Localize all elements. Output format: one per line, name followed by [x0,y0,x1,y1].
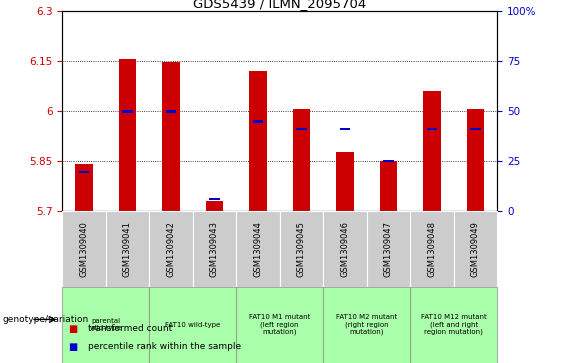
Text: transformed count: transformed count [88,324,172,333]
Bar [467,109,484,211]
Bar [470,128,481,130]
Bar [62,211,106,287]
Bar [149,211,193,287]
Bar [253,120,263,123]
Bar [166,110,176,113]
Bar [209,198,220,200]
Bar [106,211,149,287]
Bar [236,287,323,363]
Text: FAT10 wild-type: FAT10 wild-type [165,322,220,328]
Bar [249,71,267,211]
Bar [423,91,441,211]
Title: GDS5439 / ILMN_2095704: GDS5439 / ILMN_2095704 [193,0,366,10]
Text: FAT10 M12 mutant
(left and right
region mutation): FAT10 M12 mutant (left and right region … [421,314,486,335]
Bar [323,211,367,287]
Bar [206,200,223,211]
Text: GSM1309048: GSM1309048 [428,221,436,277]
Bar [119,59,136,211]
Text: ■: ■ [68,323,77,334]
Bar [236,211,280,287]
Text: GSM1309047: GSM1309047 [384,221,393,277]
Bar [383,160,394,163]
Text: ■: ■ [68,342,77,352]
Bar [79,171,89,174]
Bar [75,164,93,211]
Text: GSM1309040: GSM1309040 [80,221,88,277]
Text: GSM1309041: GSM1309041 [123,221,132,277]
Text: GSM1309043: GSM1309043 [210,221,219,277]
Text: GSM1309049: GSM1309049 [471,221,480,277]
Bar [122,110,133,113]
Bar [280,211,323,287]
Bar [162,62,180,211]
Bar [193,211,236,287]
Bar [340,128,350,130]
Text: GSM1309042: GSM1309042 [167,221,175,277]
Text: FAT10 M1 mutant
(left region
mutation): FAT10 M1 mutant (left region mutation) [249,314,310,335]
Text: percentile rank within the sample: percentile rank within the sample [88,342,241,351]
Bar [427,128,437,130]
Text: parental
wild-type: parental wild-type [90,318,121,331]
Bar [149,287,236,363]
Bar [323,287,410,363]
Bar [410,211,454,287]
Text: GSM1309045: GSM1309045 [297,221,306,277]
Bar [336,152,354,211]
Bar [293,109,310,211]
Text: FAT10 M2 mutant
(right region
mutation): FAT10 M2 mutant (right region mutation) [336,314,397,335]
Bar [62,287,149,363]
Text: GSM1309046: GSM1309046 [341,221,349,277]
Bar [410,287,497,363]
Bar [454,211,497,287]
Text: genotype/variation: genotype/variation [3,315,89,324]
Bar [380,160,397,211]
Bar [367,211,410,287]
Text: GSM1309044: GSM1309044 [254,221,262,277]
Bar [296,128,307,130]
